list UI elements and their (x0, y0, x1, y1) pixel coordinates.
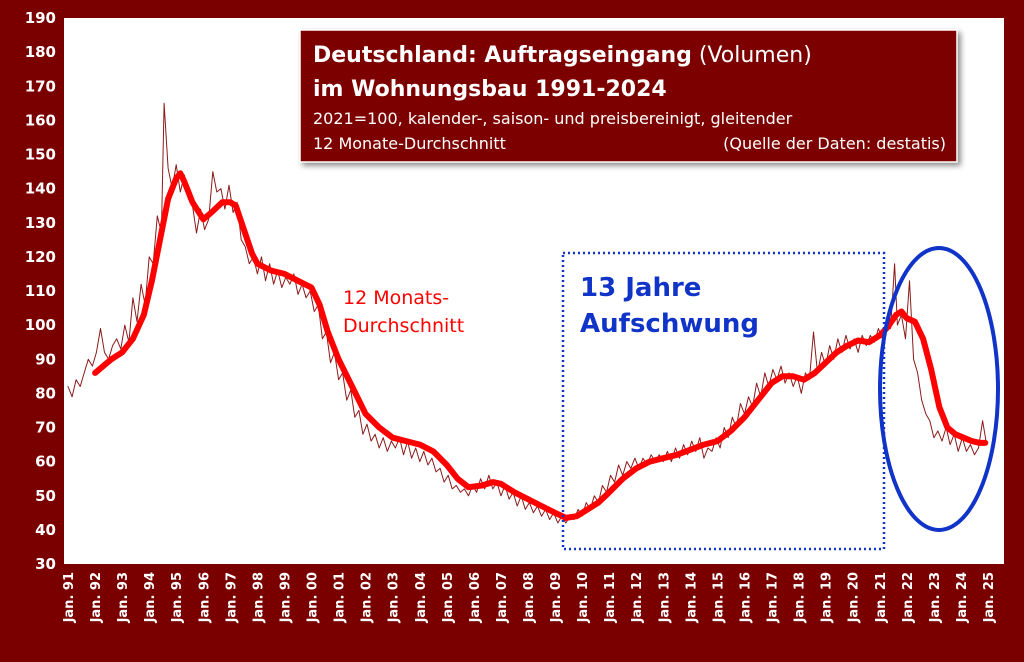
x-tick-label: Jan. 16 (738, 572, 753, 623)
x-tick-label: Jan. 15 (711, 572, 726, 623)
x-tick-label: Jan. 09 (549, 572, 564, 623)
x-tick-label: Jan. 91 (62, 572, 77, 623)
x-tick-label: Jan. 07 (495, 572, 510, 623)
x-tick-label: Jan. 20 (847, 572, 862, 623)
x-tick-label: Jan. 21 (874, 572, 889, 623)
x-tick-label: Jan. 11 (603, 572, 618, 623)
x-tick-label: Jan. 12 (630, 572, 645, 623)
x-tick-label: Jan. 01 (333, 572, 348, 623)
y-tick-label: 130 (25, 214, 56, 232)
x-tick-label: Jan. 99 (278, 572, 293, 623)
x-axis: Jan. 91 Jan. 92 Jan. 93 Jan. 94 Jan. 95 Jan. … (62, 572, 997, 623)
x-tick-label: Jan. 10 (576, 572, 591, 623)
y-tick-label: 110 (25, 282, 56, 300)
subtitle-line4-right: (Quelle der Daten: destatis) (723, 134, 946, 153)
y-tick-label: 120 (25, 248, 56, 266)
x-tick-label: Jan. 08 (522, 572, 537, 623)
y-tick-label: 100 (25, 316, 56, 334)
y-tick-label: 70 (35, 419, 56, 437)
x-tick-label: Jan. 04 (414, 572, 429, 623)
y-tick-label: 30 (35, 555, 56, 573)
x-tick-label: Jan. 96 (197, 572, 212, 623)
subtitle-line4-left: 12 Monate-Durchschnitt (313, 134, 506, 153)
y-tick-label: 160 (25, 111, 56, 129)
x-tick-label: Jan. 22 (901, 572, 916, 623)
y-tick-label: 90 (35, 350, 56, 368)
moving-average-line (92, 170, 989, 521)
y-axis: 30 40 50 60 70 80 90 100 110 120 130 140 150 160 170 18… (25, 9, 56, 573)
subtitle-line3: 2021=100, kalender-, saison- und preisbe… (313, 109, 793, 128)
x-tick-label: Jan. 93 (116, 572, 131, 623)
upswing-label-line2: Aufschwung (580, 309, 759, 339)
avg-label-line2: Durchschnitt (343, 315, 464, 337)
x-tick-label: Jan. 95 (170, 572, 185, 623)
title-line2: im Wohnungsbau 1991-2024 (313, 77, 667, 102)
x-tick-label: Jan. 03 (387, 572, 402, 623)
x-tick-label: Jan. 05 (441, 572, 456, 623)
y-tick-label: 180 (25, 43, 56, 61)
x-tick-label: Jan. 97 (224, 572, 239, 623)
y-tick-label: 170 (25, 77, 56, 95)
avg-label-line1: 12 Monats- (343, 287, 449, 309)
x-tick-label: Jan. 25 (982, 572, 997, 623)
x-tick-label: Jan. 94 (143, 572, 158, 623)
y-tick-label: 150 (25, 146, 56, 164)
upswing-highlight-box (561, 251, 886, 551)
y-tick-label: 80 (35, 384, 56, 402)
x-tick-label: Jan. 17 (766, 572, 781, 623)
decline-highlight-ellipse (878, 246, 1000, 532)
x-tick-label: Jan. 18 (793, 572, 808, 623)
title-line1: Deutschland: Auftragseingang (Volumen) (313, 43, 812, 68)
y-tick-label: 190 (25, 9, 56, 27)
x-tick-label: Jan. 98 (251, 572, 266, 623)
x-tick-label: Jan. 92 (89, 572, 104, 623)
y-tick-label: 60 (35, 453, 56, 471)
x-tick-label: Jan. 00 (306, 572, 321, 623)
x-tick-label: Jan. 06 (468, 572, 483, 623)
x-tick-label: Jan. 24 (955, 572, 970, 623)
title-line1-bold: Deutschland: Auftragseingang (313, 43, 692, 68)
series-layer (67, 102, 989, 524)
y-tick-label: 140 (25, 180, 56, 198)
x-tick-label: Jan. 02 (360, 572, 375, 623)
y-tick-label: 40 (35, 521, 56, 539)
y-tick-label: 50 (35, 487, 56, 505)
title-line1-normal: (Volumen) (692, 43, 812, 68)
x-tick-label: Jan. 23 (928, 572, 943, 623)
x-tick-label: Jan. 19 (820, 572, 835, 623)
upswing-label-line1: 13 Jahre (580, 273, 701, 303)
x-tick-label: Jan. 14 (684, 572, 699, 623)
title-box: Deutschland: Auftragseingang (Volumen) i… (299, 29, 958, 163)
x-tick-label: Jan. 13 (657, 572, 672, 623)
